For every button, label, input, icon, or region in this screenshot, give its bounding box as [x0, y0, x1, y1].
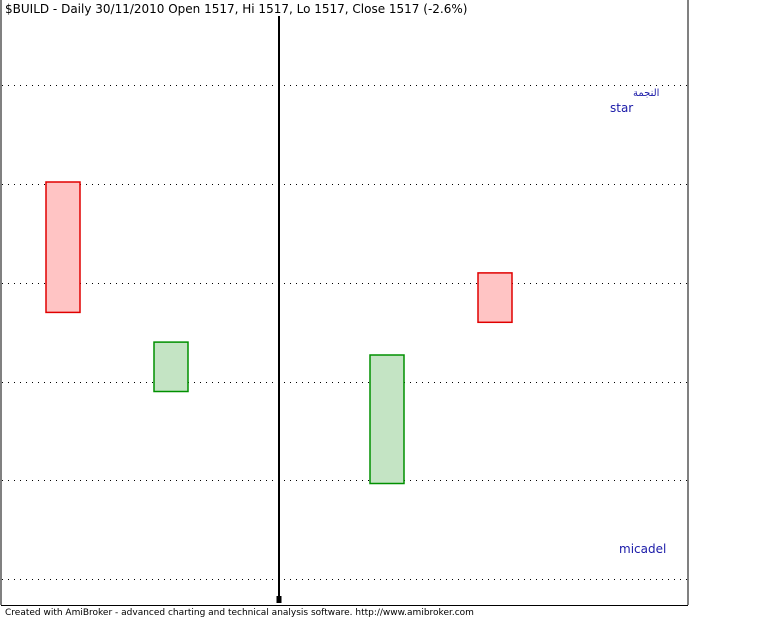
gridlines	[2, 85, 688, 580]
author-annotation: micadel	[619, 542, 666, 556]
candle-1-bear	[45, 181, 81, 314]
chart-title: $BUILD - Daily 30/11/2010 Open 1517, Hi …	[5, 2, 467, 16]
candle-3-bull	[369, 354, 405, 485]
arabic-annotation: النجمة	[633, 88, 659, 99]
footer-credit: Created with AmiBroker - advanced charti…	[5, 608, 474, 618]
candle-4-bear	[477, 272, 513, 324]
cursor-marker[interactable]	[276, 596, 282, 603]
star-annotation: star	[610, 101, 633, 115]
candle-2-bull	[153, 341, 189, 393]
candles	[45, 181, 513, 485]
